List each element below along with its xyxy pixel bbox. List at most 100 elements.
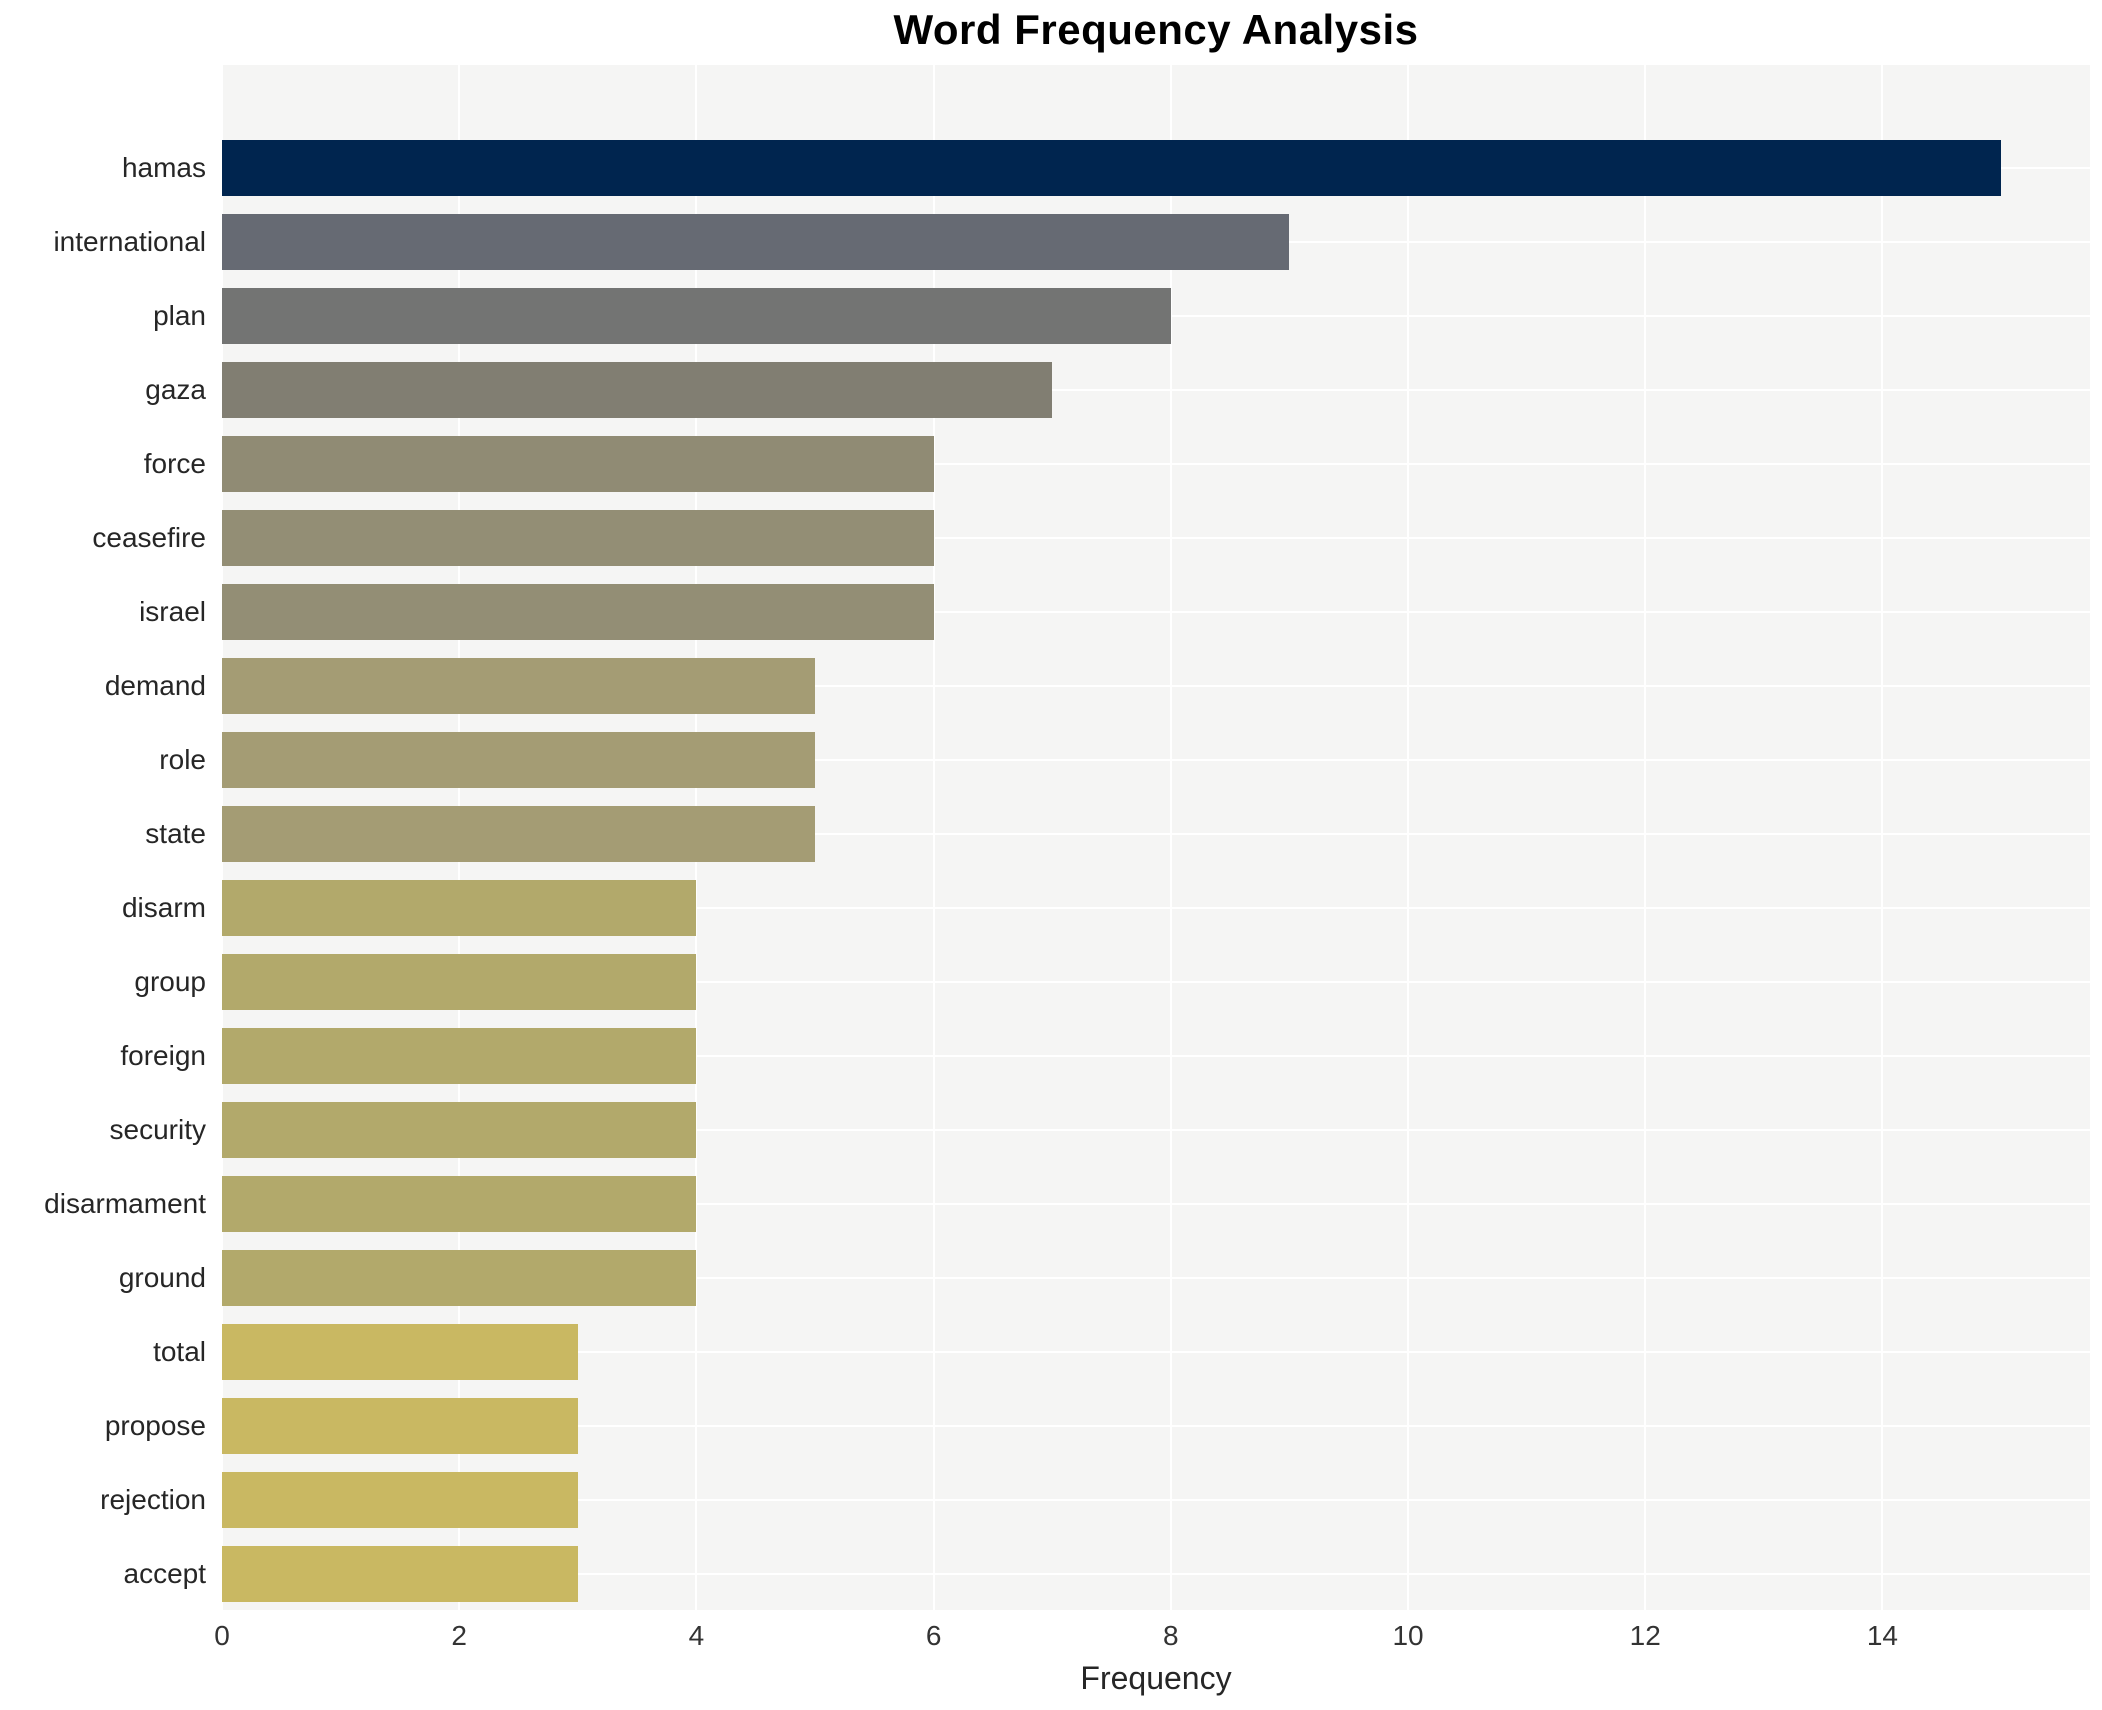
chart-row-gaza: gaza — [0, 353, 2090, 427]
bar-demand — [222, 658, 816, 714]
horizontal-gridline — [222, 537, 2090, 539]
bar-track-group — [222, 945, 2090, 1019]
bar-track-propose — [222, 1389, 2090, 1463]
bar-track-disarm — [222, 871, 2090, 945]
chart-row-security: security — [0, 1093, 2090, 1167]
horizontal-gridline — [222, 1203, 2090, 1205]
bar-propose — [222, 1398, 578, 1454]
chart-title: Word Frequency Analysis — [893, 6, 1419, 53]
y-tick-label-plan: plan — [153, 300, 206, 331]
bar-track-israel — [222, 575, 2090, 649]
vertical-gridline — [1169, 65, 1172, 1610]
y-tick-label-hamas: hamas — [121, 152, 206, 183]
x-axis-label: Frequency — [1080, 1660, 1232, 1696]
horizontal-gridline — [222, 907, 2090, 909]
bar-rows-container: hamas international plan gaza force ceasefire… — [0, 131, 2090, 1611]
y-tick-label-international: international — [53, 226, 206, 257]
chart-row-role: role — [0, 723, 2090, 797]
chart-row-international: international — [0, 205, 2090, 279]
chart-row-demand: demand — [0, 649, 2090, 723]
bar-track-state — [222, 797, 2090, 871]
y-tick-label-ground: ground — [118, 1262, 206, 1293]
x-tick-label-4: 4 — [688, 1620, 705, 1651]
bar-track-role — [222, 723, 2090, 797]
horizontal-gridline — [222, 1277, 2090, 1279]
bar-track-ceasefire — [222, 501, 2090, 575]
bar-accept — [222, 1546, 578, 1602]
chart-row-plan: plan — [0, 279, 2090, 353]
vertical-gridline — [932, 65, 935, 1610]
bar-track-ground — [222, 1241, 2090, 1315]
horizontal-gridline — [222, 611, 2090, 613]
x-tick-label-2: 2 — [451, 1620, 467, 1651]
horizontal-gridline — [222, 685, 2090, 687]
chart-row-propose: propose — [0, 1389, 2090, 1463]
horizontal-gridline — [222, 389, 2090, 391]
bar-gaza — [222, 362, 1053, 418]
chart-row-rejection: rejection — [0, 1463, 2090, 1537]
bar-track-hamas — [222, 131, 2090, 205]
horizontal-gridline — [222, 1351, 2090, 1353]
bar-force — [222, 436, 934, 492]
chart-row-ground: ground — [0, 1241, 2090, 1315]
y-tick-label-role: role — [159, 744, 206, 775]
y-tick-label-state: state — [145, 818, 206, 849]
y-tick-label-total: total — [153, 1336, 206, 1367]
chart-row-total: total — [0, 1315, 2090, 1389]
bar-foreign — [222, 1028, 697, 1084]
bar-role — [222, 732, 816, 788]
y-tick-label-ceasefire: ceasefire — [92, 522, 206, 553]
bar-track-security — [222, 1093, 2090, 1167]
bar-international — [222, 214, 1290, 270]
bar-disarm — [222, 880, 697, 936]
x-tick-label-12: 12 — [1629, 1620, 1661, 1651]
y-tick-label-gaza: gaza — [145, 374, 206, 405]
chart-row-disarm: disarm — [0, 871, 2090, 945]
bar-israel — [222, 584, 934, 640]
y-tick-label-force: force — [143, 448, 206, 479]
chart-row-disarmament: disarmament — [0, 1167, 2090, 1241]
bar-disarmament — [222, 1176, 697, 1232]
horizontal-gridline — [222, 1499, 2090, 1501]
bar-plan — [222, 288, 1171, 344]
bar-track-demand — [222, 649, 2090, 723]
bar-track-force — [222, 427, 2090, 501]
y-tick-label-group: group — [134, 966, 206, 997]
bar-track-disarmament — [222, 1167, 2090, 1241]
chart-row-israel: israel — [0, 575, 2090, 649]
horizontal-gridline — [222, 1573, 2090, 1575]
bar-total — [222, 1324, 578, 1380]
chart-row-force: force — [0, 427, 2090, 501]
chart-row-foreign: foreign — [0, 1019, 2090, 1093]
bar-state — [222, 806, 816, 862]
x-axis: 0 2 4 6 8 10 12 14 — [214, 1616, 2090, 1656]
y-tick-label-rejection: rejection — [100, 1484, 206, 1515]
y-tick-label-israel: israel — [139, 596, 206, 627]
bar-track-international — [222, 205, 2090, 279]
horizontal-gridline — [222, 1129, 2090, 1131]
horizontal-gridline — [222, 463, 2090, 465]
bar-track-gaza — [222, 353, 2090, 427]
bar-group — [222, 954, 697, 1010]
vertical-gridline — [1644, 65, 1647, 1610]
horizontal-gridline — [222, 759, 2090, 761]
bar-track-rejection — [222, 1463, 2090, 1537]
bar-track-plan — [222, 279, 2090, 353]
x-tick-label-14: 14 — [1866, 1620, 1899, 1651]
chart-row-ceasefire: ceasefire — [0, 501, 2090, 575]
bar-track-total — [222, 1315, 2090, 1389]
x-tick-label-8: 8 — [1163, 1620, 1179, 1651]
bar-track-accept — [222, 1537, 2090, 1611]
y-tick-label-foreign: foreign — [120, 1040, 206, 1071]
horizontal-gridline — [222, 981, 2090, 983]
y-tick-label-demand: demand — [104, 670, 206, 701]
bar-ceasefire — [222, 510, 934, 566]
y-tick-label-disarmament: disarmament — [44, 1188, 206, 1219]
x-tick-label-0: 0 — [214, 1620, 230, 1651]
bar-track-foreign — [222, 1019, 2090, 1093]
chart-row-hamas: hamas — [0, 131, 2090, 205]
bar-rejection — [222, 1472, 578, 1528]
bar-ground — [222, 1250, 697, 1306]
bar-hamas — [222, 140, 2002, 196]
vertical-gridline — [1881, 65, 1884, 1610]
